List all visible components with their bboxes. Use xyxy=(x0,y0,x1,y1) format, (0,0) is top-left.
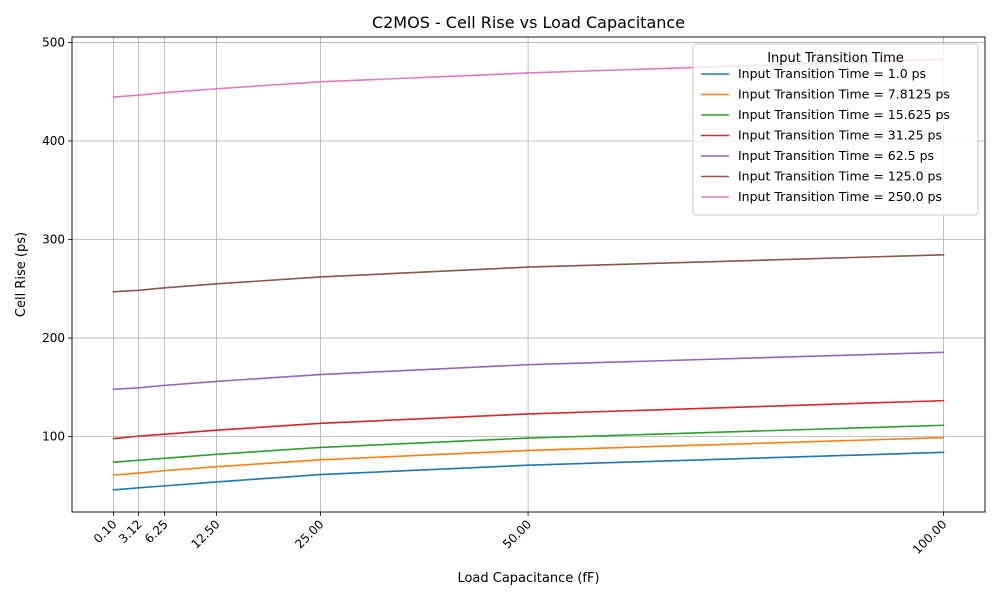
legend-label-5: Input Transition Time = 125.0 ps xyxy=(738,169,942,184)
y-tick-label: 100 xyxy=(42,430,65,444)
legend-label-4: Input Transition Time = 62.5 ps xyxy=(738,148,934,163)
chart-title: C2MOS - Cell Rise vs Load Capacitance xyxy=(372,13,685,32)
y-axis-ticks: 100 200 300 400 500 xyxy=(42,35,72,444)
legend-items: Input Transition Time = 1.0 ps Input Tran… xyxy=(701,66,950,204)
legend-title: Input Transition Time xyxy=(767,51,904,66)
plot-area-frame xyxy=(71,36,986,513)
legend-label-2: Input Transition Time = 15.625 ps xyxy=(738,107,950,122)
series-line-4 xyxy=(112,351,945,391)
y-tick-label: 300 xyxy=(42,233,65,247)
series-line-5 xyxy=(112,253,945,293)
series-line-1 xyxy=(112,436,945,476)
y-tick-label: 200 xyxy=(42,331,65,345)
series-line-6 xyxy=(112,58,945,98)
legend: Input Transition Time Input Transition T… xyxy=(692,43,979,216)
series-line-2 xyxy=(112,424,945,464)
y-tick-label: 400 xyxy=(42,134,65,148)
legend-box xyxy=(692,43,979,216)
legend-label-6: Input Transition Time = 250.0 ps xyxy=(738,189,942,204)
y-tick-label: 500 xyxy=(42,35,65,49)
legend-label-3: Input Transition Time = 31.25 ps xyxy=(738,128,942,143)
series-line-3 xyxy=(112,399,945,440)
legend-label-1: Input Transition Time = 7.8125 ps xyxy=(738,87,950,102)
series-line-0 xyxy=(112,451,945,491)
y-axis-label: Cell Rise (ps) xyxy=(14,232,29,317)
legend-label-0: Input Transition Time = 1.0 ps xyxy=(738,66,926,81)
x-axis-label: Load Capacitance (fF) xyxy=(457,571,599,586)
series-lines xyxy=(112,58,945,491)
